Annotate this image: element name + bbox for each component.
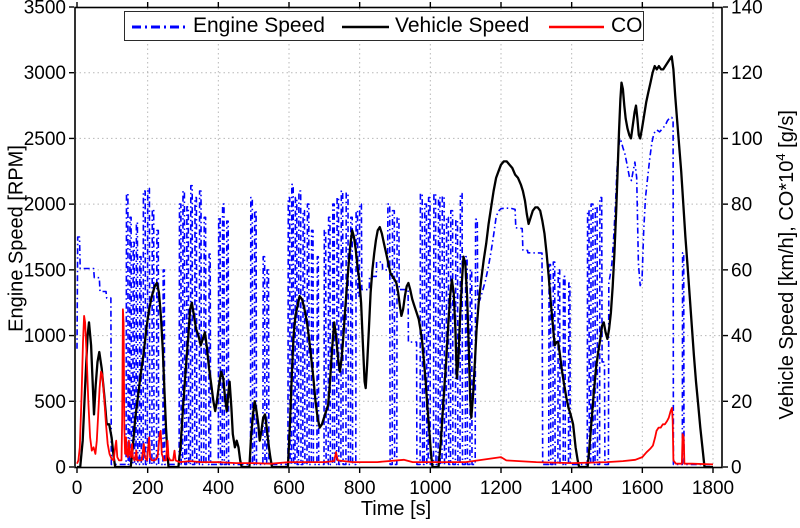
x-tick-label: 1800 [692,478,734,499]
x-tick-label: 0 [72,478,83,499]
y-left-tick-label: 2000 [24,195,66,216]
y-right-tick-label: 100 [731,129,763,150]
y-right-tick-label: 80 [731,195,752,216]
x-axis-title: Time [s] [360,498,432,520]
y-left-tick-label: 3000 [24,63,66,84]
x-tick-label: 1200 [480,478,522,499]
x-tick-label: 400 [202,478,234,499]
x-tick-label: 1600 [621,478,663,499]
y-right-tick-label: 140 [731,0,763,19]
y-left-tick-label: 3500 [24,0,66,19]
y-left-tick-label: 0 [55,458,66,479]
x-tick-label: 200 [132,478,164,499]
y-right-tick-label: 0 [731,458,742,479]
y-axis-title-right-text: Vehicle Speed [km/h], CO*10 [775,160,798,420]
engine-speed-trace [76,116,713,466]
y-left-tick-label: 1000 [24,326,66,347]
co-trace [76,308,714,466]
y-axis-title-right-sup: 4 [773,153,789,161]
vehicle-speed-line-sample-icon [342,25,389,29]
y-right-tick-label: 20 [731,392,752,413]
engine-speed-line-sample-icon [132,25,187,29]
x-tick-label: 600 [273,478,305,499]
x-tick-label: 1000 [409,478,451,499]
vehicle-speed-trace [77,55,713,469]
y-left-tick-label: 1500 [24,260,66,281]
plot-border [74,6,723,469]
legend-label-co: CO [611,14,643,37]
y-right-tick-label: 120 [731,63,763,84]
y-axis-title-left: Engine Speed [RPM] [5,145,28,332]
legend: Engine Speed Vehicle Speed CO [124,11,644,41]
y-left-tick-label: 2500 [24,129,66,150]
co-line-sample-icon [549,25,604,29]
legend-label-engine-speed: Engine Speed [193,14,325,37]
x-tick-label: 1400 [551,478,593,499]
x-tick-label: 800 [344,478,376,499]
y-axis-title-right: Vehicle Speed [km/h], CO*104 [g/s] [773,65,799,465]
y-left-tick-label: 500 [34,392,66,413]
legend-label-vehicle-speed: Vehicle Speed [395,14,530,37]
y-right-tick-label: 60 [731,260,752,281]
y-right-tick-label: 40 [731,326,752,347]
y-axis-title-right-units: [g/s] [775,110,798,154]
